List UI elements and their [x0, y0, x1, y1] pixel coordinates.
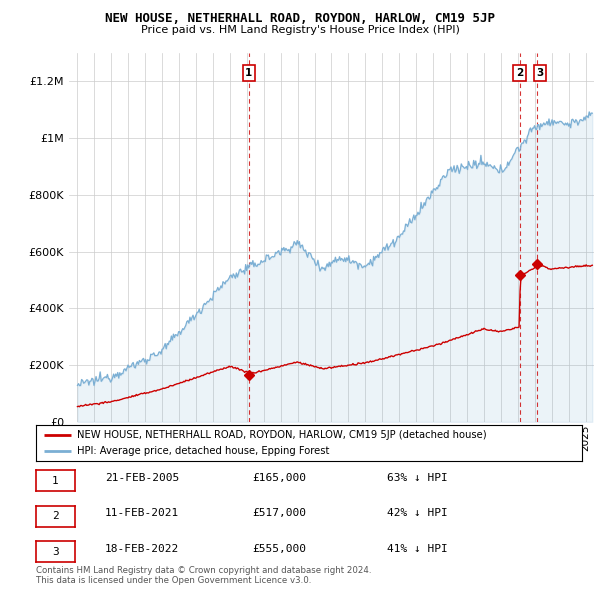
Text: 2: 2 — [516, 68, 523, 78]
Text: Price paid vs. HM Land Registry's House Price Index (HPI): Price paid vs. HM Land Registry's House … — [140, 25, 460, 35]
Text: £517,000: £517,000 — [252, 509, 306, 518]
Text: 11-FEB-2021: 11-FEB-2021 — [105, 509, 179, 518]
Text: £165,000: £165,000 — [252, 473, 306, 483]
Text: HPI: Average price, detached house, Epping Forest: HPI: Average price, detached house, Eppi… — [77, 446, 329, 456]
Text: NEW HOUSE, NETHERHALL ROAD, ROYDON, HARLOW, CM19 5JP (detached house): NEW HOUSE, NETHERHALL ROAD, ROYDON, HARL… — [77, 430, 487, 440]
Text: £555,000: £555,000 — [252, 544, 306, 553]
Text: 3: 3 — [536, 68, 544, 78]
Text: 63% ↓ HPI: 63% ↓ HPI — [387, 473, 448, 483]
Text: 42% ↓ HPI: 42% ↓ HPI — [387, 509, 448, 518]
Text: NEW HOUSE, NETHERHALL ROAD, ROYDON, HARLOW, CM19 5JP: NEW HOUSE, NETHERHALL ROAD, ROYDON, HARL… — [105, 12, 495, 25]
Text: 1: 1 — [52, 476, 59, 486]
Text: 3: 3 — [52, 547, 59, 556]
Text: 21-FEB-2005: 21-FEB-2005 — [105, 473, 179, 483]
Text: 18-FEB-2022: 18-FEB-2022 — [105, 544, 179, 553]
Text: 2: 2 — [52, 512, 59, 521]
Text: 41% ↓ HPI: 41% ↓ HPI — [387, 544, 448, 553]
Text: Contains HM Land Registry data © Crown copyright and database right 2024.
This d: Contains HM Land Registry data © Crown c… — [36, 566, 371, 585]
Text: 1: 1 — [245, 68, 253, 78]
